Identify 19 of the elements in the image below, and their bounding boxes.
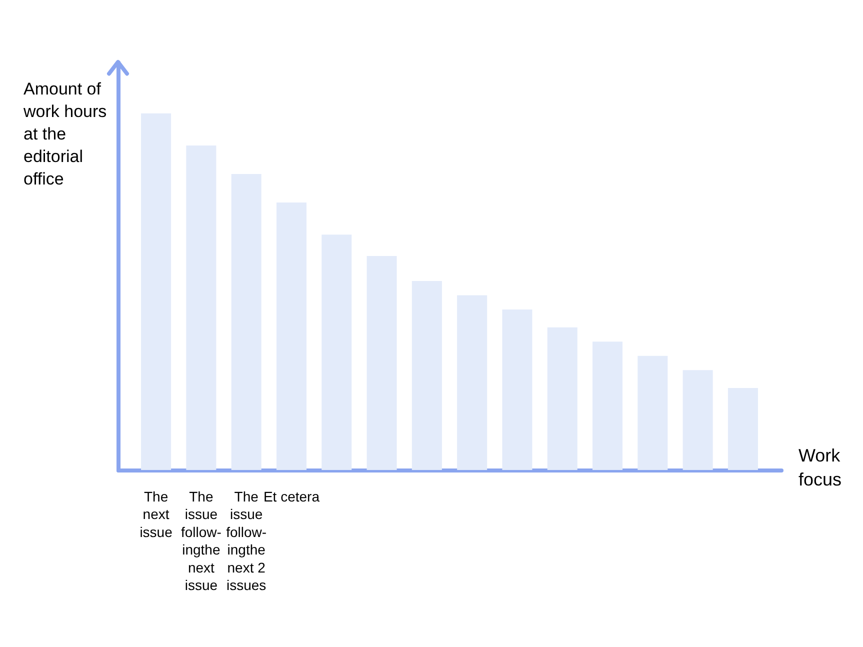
bar <box>592 342 623 470</box>
x-axis-title: Work focus <box>798 446 842 490</box>
bar <box>141 113 172 470</box>
bar <box>412 280 442 470</box>
bar <box>457 295 488 470</box>
bar <box>682 370 713 470</box>
x-tick-label: Et cetera <box>263 488 320 504</box>
x-tick-label: The next issue <box>140 488 173 540</box>
bar <box>276 202 306 470</box>
bar <box>366 256 397 470</box>
bar <box>728 388 758 470</box>
y-axis-title: Amount of work hours at the editorial office <box>22 80 107 188</box>
bar <box>502 310 532 470</box>
bar <box>547 327 578 470</box>
bar <box>186 145 216 470</box>
bar <box>638 356 668 470</box>
bar <box>322 234 352 470</box>
x-tick-label: The issue follow-ingthe next issue <box>180 488 222 593</box>
bar <box>231 174 262 470</box>
